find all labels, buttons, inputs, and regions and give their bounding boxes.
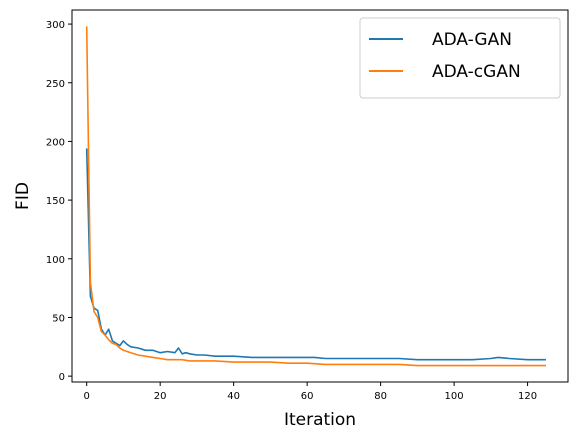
plot-frame <box>71 9 569 383</box>
legend-label: ADA-cGAN <box>432 62 521 82</box>
y-tick-label: 150 <box>46 196 65 207</box>
y-axis-label: FID <box>13 182 33 210</box>
legend: ADA-GAN ADA-cGAN <box>359 17 561 99</box>
x-tick-label: 100 <box>445 391 464 402</box>
x-tick-label: 80 <box>374 391 387 402</box>
x-tick-label: 120 <box>518 391 537 402</box>
x-tick-label: 0 <box>84 391 90 402</box>
x-tick-label: 40 <box>227 391 240 402</box>
y-axis-ticks: 0 50 100 150 200 250 300 <box>46 20 72 383</box>
plot-lines <box>85 26 546 367</box>
y-tick-label: 50 <box>52 313 65 324</box>
x-tick-label: 60 <box>301 391 314 402</box>
x-axis-label: Iteration <box>284 410 356 430</box>
x-axis-ticks: 0 20 40 60 80 100 120 <box>84 382 537 402</box>
y-tick-label: 250 <box>46 79 65 90</box>
legend-box <box>359 17 561 99</box>
y-tick-label: 200 <box>46 137 65 148</box>
series-line-2 <box>85 26 546 367</box>
y-tick-label: 300 <box>46 20 65 31</box>
x-tick-label: 20 <box>154 391 167 402</box>
legend-label: ADA-GAN <box>432 30 512 50</box>
y-tick-label: 0 <box>59 372 65 383</box>
y-tick-label: 100 <box>46 255 65 266</box>
series-line-1 <box>85 148 546 361</box>
